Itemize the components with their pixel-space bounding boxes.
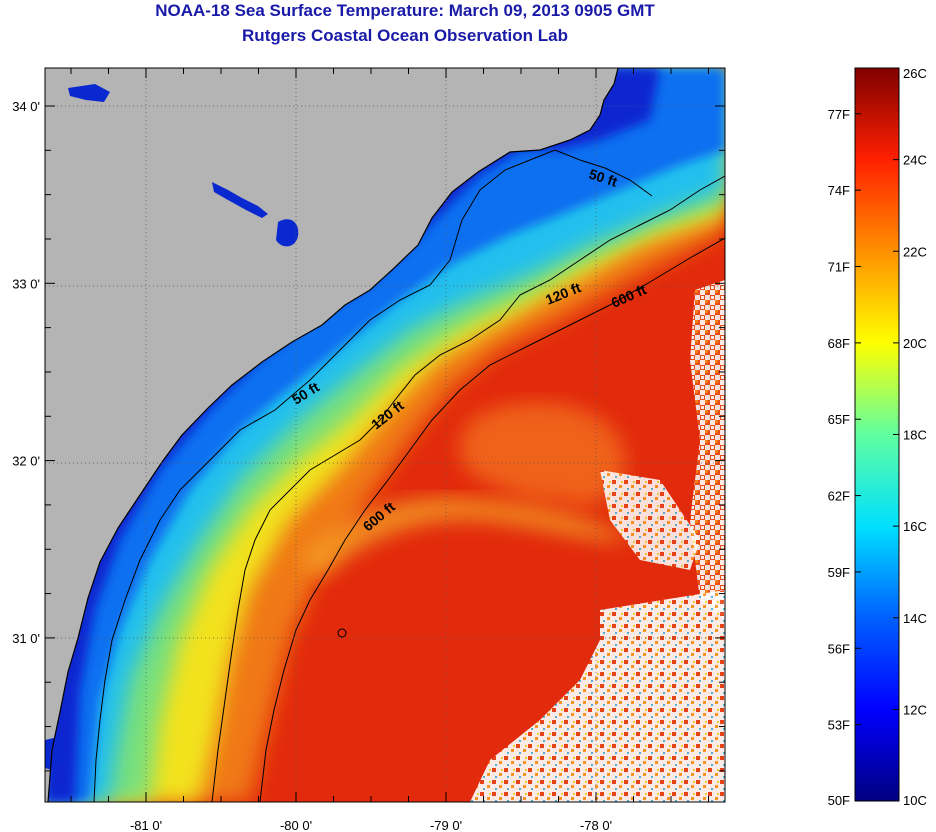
map-axis-labels: -81 0' -80 0' -79 0' -78 0' 34 0' 33 0' 32 0' 3… bbox=[12, 99, 612, 832]
lon-tick-label: -80 0' bbox=[280, 818, 312, 832]
lon-tick-label: -78 0' bbox=[580, 818, 612, 832]
colorbar-f-label: 71F bbox=[828, 260, 850, 275]
lon-tick-label: -79 0' bbox=[430, 818, 462, 832]
colorbar-c-label: 22C bbox=[903, 244, 927, 259]
colorbar bbox=[854, 67, 900, 802]
inland-water-north bbox=[68, 84, 110, 102]
contour-small-ring bbox=[337, 628, 347, 638]
cloud-patch-south bbox=[470, 590, 725, 802]
lat-tick-label: 31 0' bbox=[12, 631, 40, 646]
colorbar-c-label: 10C bbox=[903, 793, 927, 808]
colorbar-ticks bbox=[855, 67, 899, 802]
lon-tick-label: -81 0' bbox=[130, 818, 162, 832]
colorbar-c-label: 16C bbox=[903, 519, 927, 534]
eddy-swirl bbox=[459, 402, 626, 506]
colorbar-f-label: 50F bbox=[828, 793, 850, 808]
map-frame bbox=[44, 67, 726, 803]
colorbar-f-label: 53F bbox=[828, 718, 850, 733]
map-gridlines bbox=[45, 68, 725, 802]
coastline bbox=[47, 68, 619, 802]
colorbar-c-label: 14C bbox=[903, 611, 927, 626]
inland-lake bbox=[276, 219, 299, 247]
contour-120ft bbox=[211, 175, 725, 802]
colorbar-f-label: 56F bbox=[828, 641, 850, 656]
cloud-patch-central bbox=[600, 470, 700, 570]
colorbar-c-label: 12C bbox=[903, 702, 927, 717]
lat-tick-label: 33 0' bbox=[12, 276, 40, 291]
cold-filament bbox=[300, 498, 630, 580]
colorbar-c-label: 20C bbox=[903, 336, 927, 351]
lat-tick-label: 34 0' bbox=[12, 99, 40, 114]
chart-subtitle: Rutgers Coastal Ocean Observation Lab bbox=[242, 26, 568, 45]
colorbar-f-label: 77F bbox=[828, 107, 850, 122]
colorbar-c-label: 24C bbox=[903, 153, 927, 168]
map-axis-ticks bbox=[45, 68, 725, 802]
colorbar-c-label: 26C bbox=[903, 66, 927, 81]
inland-water-south bbox=[45, 736, 66, 770]
colorbar-labels: 26C 24C 22C 20C 18C 16C 14C 12C 10C 77F 74F 71F 68F 6… bbox=[828, 66, 927, 808]
colorbar-f-label: 74F bbox=[828, 183, 850, 198]
colorbar-f-label: 62F bbox=[828, 489, 850, 504]
colorbar-f-label: 68F bbox=[828, 336, 850, 351]
colorbar-f-label: 59F bbox=[828, 565, 850, 580]
colorbar-f-label: 65F bbox=[828, 412, 850, 427]
river-mouth bbox=[212, 182, 268, 218]
contour-50ft bbox=[93, 149, 653, 802]
map-panel bbox=[45, 68, 725, 802]
chart-title: NOAA-18 Sea Surface Temperature: March 0… bbox=[155, 1, 655, 20]
lat-tick-label: 32 0' bbox=[12, 454, 40, 469]
cloud-patch-east bbox=[690, 280, 725, 620]
contour-600ft bbox=[259, 237, 725, 802]
land-mass bbox=[45, 68, 618, 802]
colorbar-c-label: 18C bbox=[903, 428, 927, 443]
